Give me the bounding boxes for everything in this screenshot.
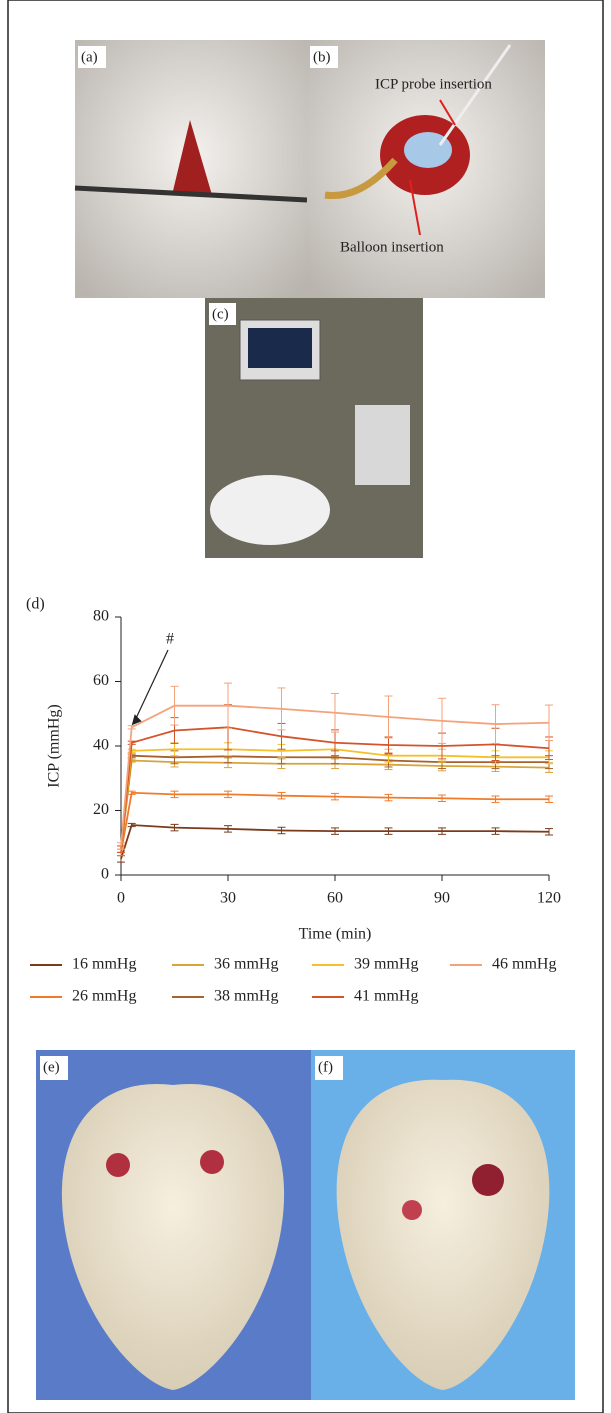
panel-label: (f)	[318, 1059, 333, 1075]
series-line	[120, 791, 549, 853]
panel-label: (d)	[26, 596, 45, 613]
frame	[7, 0, 604, 1413]
legend-label: 38 mmHg	[214, 988, 278, 1005]
annotation: #	[166, 631, 174, 648]
legend-label: 26 mmHg	[72, 988, 136, 1005]
label-box	[209, 303, 236, 325]
series-line	[120, 748, 549, 850]
label-box	[78, 46, 106, 68]
x-tick-label: 120	[537, 890, 561, 907]
lesion	[200, 1150, 224, 1174]
pump	[355, 405, 410, 485]
y-tick-label: 60	[93, 672, 109, 689]
probe	[438, 44, 512, 146]
pointer	[439, 99, 456, 126]
label-box	[40, 1056, 68, 1080]
legend-label: 46 mmHg	[492, 956, 556, 973]
annotation-arrow	[133, 649, 169, 724]
catheter	[324, 157, 398, 200]
retractor	[74, 185, 308, 203]
panel-label: (a)	[81, 49, 98, 65]
screen	[248, 328, 312, 368]
brain	[336, 1079, 550, 1390]
lesion	[472, 1164, 504, 1196]
y-axis-title: ICP (mmHg)	[46, 704, 63, 787]
y-tick-label: 0	[101, 866, 109, 883]
y-tick-label: 20	[93, 801, 109, 818]
chart: 0 20 40 60 80 0 30 60 90 120 Time (min) ICP (mmHg) #…	[30, 608, 561, 1005]
legend-label: 36 mmHg	[214, 956, 278, 973]
legend-label: 41 mmHg	[354, 988, 418, 1005]
y-tick-label: 80	[93, 608, 109, 625]
x-tick-label: 60	[327, 890, 343, 907]
lesion	[402, 1200, 422, 1220]
arrow-head	[131, 714, 142, 726]
series-line	[120, 759, 550, 850]
panel-label: (c)	[212, 306, 229, 322]
rabbit	[210, 475, 330, 545]
lesion	[106, 1153, 130, 1177]
x-tick-label: 90	[434, 890, 450, 907]
panel-label: (b)	[313, 49, 331, 65]
panel-label: (e)	[43, 1059, 60, 1075]
label-box	[310, 46, 338, 68]
balloon	[404, 132, 452, 168]
x-tick-label: 0	[117, 890, 125, 907]
series-line	[120, 704, 550, 847]
series-line	[120, 726, 550, 850]
photo-label: ICP probe insertion	[375, 76, 492, 92]
legend-label: 16 mmHg	[72, 956, 136, 973]
photo-label: Balloon insertion	[340, 239, 444, 255]
pointer	[409, 179, 421, 236]
legend-label: 39 mmHg	[354, 956, 418, 973]
incision	[172, 120, 212, 195]
y-tick-label: 40	[93, 737, 109, 754]
x-tick-label: 30	[220, 890, 236, 907]
series-line	[120, 824, 550, 860]
x-axis-title: Time (min)	[299, 926, 372, 943]
label-box	[315, 1056, 343, 1080]
series-line	[120, 754, 549, 850]
